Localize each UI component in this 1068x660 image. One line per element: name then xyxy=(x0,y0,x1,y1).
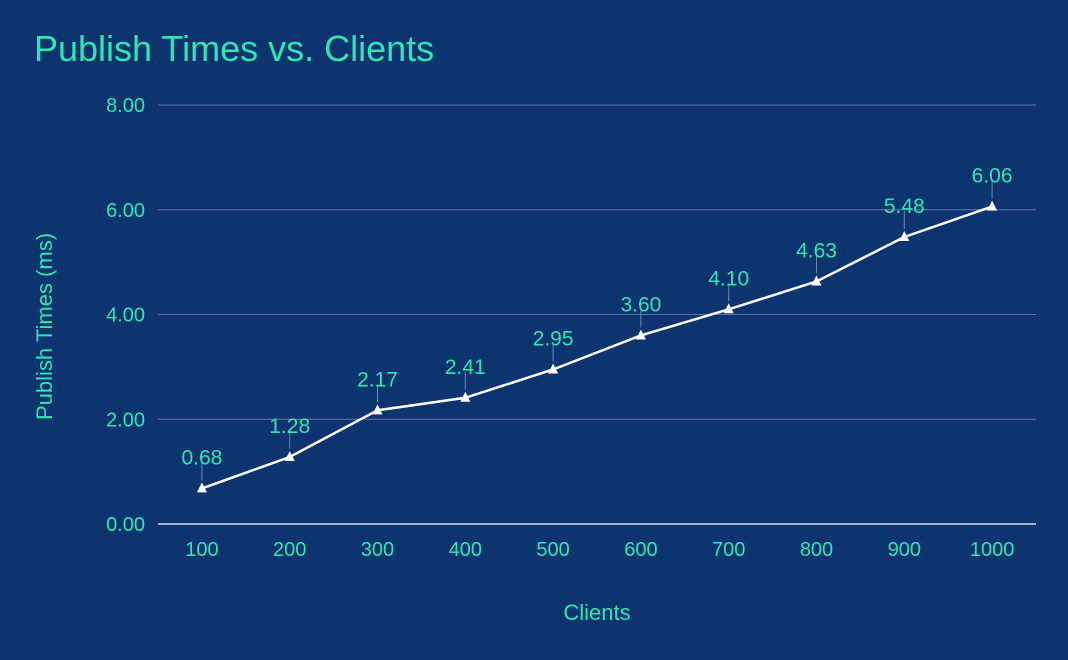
data-label: 0.68 xyxy=(181,446,222,469)
data-label-leaders xyxy=(201,180,993,481)
data-point xyxy=(899,230,910,241)
x-tick-label: 500 xyxy=(536,539,569,561)
x-tick-label: 300 xyxy=(361,539,394,561)
x-tick-label: 900 xyxy=(888,539,921,561)
data-label: 5.48 xyxy=(884,195,925,218)
data-point xyxy=(284,450,295,461)
x-tick-label: 200 xyxy=(273,539,306,561)
data-label: 2.41 xyxy=(445,356,486,379)
x-tick-label: 600 xyxy=(624,539,657,561)
data-point xyxy=(811,275,822,286)
series-layer xyxy=(196,200,998,493)
data-point xyxy=(987,200,998,211)
data-point xyxy=(196,482,207,493)
data-label: 6.06 xyxy=(972,165,1013,188)
data-point xyxy=(548,363,559,374)
x-axis-ticks: 100 200 300 400 500 600 700 800 900 1000 xyxy=(185,539,1014,561)
x-axis-title: Clients xyxy=(563,600,630,625)
data-label: 4.63 xyxy=(796,240,837,263)
data-point xyxy=(460,391,471,402)
x-tick-label: 100 xyxy=(185,539,218,561)
data-label: 4.10 xyxy=(708,267,749,290)
y-axis-title: Publish Times (ms) xyxy=(32,233,57,420)
y-tick-label: 0.00 xyxy=(106,514,145,536)
y-axis-ticks: 0.00 2.00 4.00 6.00 8.00 xyxy=(106,95,145,536)
data-point xyxy=(635,329,646,340)
data-label: 2.17 xyxy=(357,368,398,391)
data-labels: 0.68 1.28 2.17 2.41 2.95 3.60 4.10 4.63 5.48 6.06 xyxy=(181,165,1012,470)
data-label: 3.60 xyxy=(620,293,661,316)
data-label: 2.95 xyxy=(533,327,574,350)
y-tick-label: 8.00 xyxy=(106,95,145,117)
y-tick-label: 2.00 xyxy=(106,409,145,431)
data-label: 1.28 xyxy=(269,415,310,438)
grid-layer xyxy=(158,104,1036,525)
x-tick-label: 400 xyxy=(449,539,482,561)
chart-title: Publish Times vs. Clients xyxy=(34,28,435,69)
data-point xyxy=(723,303,734,314)
x-tick-label: 1000 xyxy=(970,539,1015,561)
data-point xyxy=(372,404,383,415)
y-tick-label: 4.00 xyxy=(106,305,145,327)
x-tick-label: 700 xyxy=(712,539,745,561)
series-line xyxy=(201,205,993,490)
x-tick-label: 800 xyxy=(800,539,833,561)
y-tick-label: 6.00 xyxy=(106,200,145,222)
